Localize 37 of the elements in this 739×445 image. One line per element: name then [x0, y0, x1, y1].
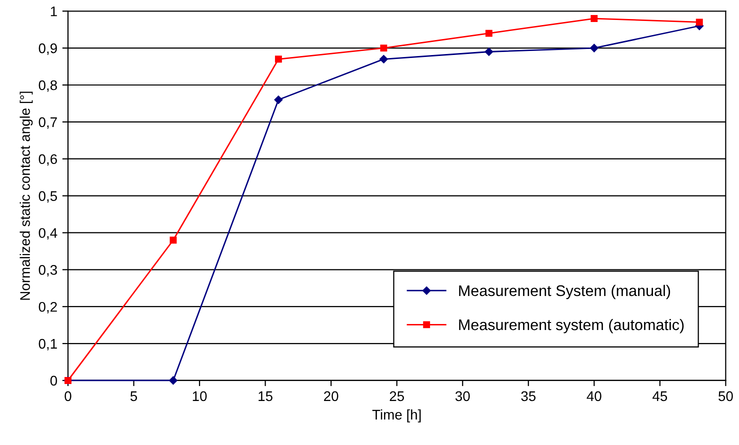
x-tick-label: 45	[652, 391, 668, 402]
x-tick-label: 35	[521, 391, 536, 402]
point	[380, 44, 388, 52]
y-tick-label: 0,2	[38, 302, 57, 314]
x-tick-label: 15	[258, 391, 272, 402]
point	[485, 30, 492, 37]
y-tick-label: 0,6	[38, 154, 57, 166]
x-tick-label: 40	[586, 391, 602, 402]
point	[169, 376, 178, 385]
point	[380, 55, 388, 64]
legend-label: Measurement System (manual)	[459, 284, 670, 300]
point	[274, 56, 282, 63]
legend-label: Measurement system (automatic)	[459, 318, 684, 334]
y-axis-title: Normalized static contact angle [°]	[20, 92, 33, 300]
point	[590, 15, 598, 22]
point	[484, 48, 494, 56]
point	[274, 96, 283, 104]
x-axis-title: Time [h]	[372, 409, 421, 422]
x-tick-label: 0	[64, 391, 72, 402]
point	[696, 18, 703, 26]
point	[590, 44, 598, 52]
y-tick-label: 0,1	[38, 338, 57, 350]
x-tick-label: 25	[390, 391, 404, 402]
y-tick-label: 0,7	[38, 117, 57, 129]
x-tick-label: 20	[324, 391, 338, 402]
x-tick-label: 5	[130, 391, 138, 402]
y-tick-label: 0,4	[38, 228, 58, 240]
y-tick-label: 0,3	[38, 265, 57, 276]
y-tick-label: 0,5	[38, 191, 57, 203]
y-tick-label: 0,9	[38, 43, 57, 55]
point	[170, 236, 177, 244]
y-tick-label: 0,8	[38, 80, 57, 92]
x-tick-label: 50	[718, 391, 733, 402]
x-tick-label: 30	[455, 391, 470, 402]
y-tick-label: 0	[50, 376, 58, 386]
y-tick-label: 1	[50, 6, 57, 16]
x-tick-label: 10	[192, 391, 207, 402]
